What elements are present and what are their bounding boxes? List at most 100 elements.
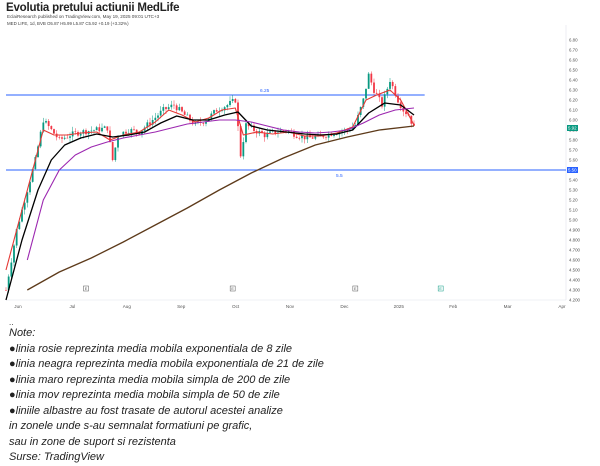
note-line: in zonele unde s-au semnalat formatiuni … — [9, 420, 253, 432]
note-line: Note: — [9, 327, 36, 339]
candle-body — [311, 137, 314, 139]
x-tick-label: Feb — [449, 304, 457, 309]
y-tick-label: 5.80 — [569, 138, 578, 143]
candle-body — [261, 131, 263, 134]
support-label: 5.5 — [336, 173, 343, 179]
candle-body — [242, 142, 245, 157]
candle-body — [82, 130, 85, 134]
candle-body — [367, 73, 370, 89]
candle-body — [391, 81, 394, 87]
candle-body — [117, 136, 119, 148]
candle-body — [167, 107, 170, 110]
candle-body — [146, 122, 149, 128]
note-line: Surse: TradingView — [9, 451, 104, 463]
y-tick-label: 6.50 — [569, 68, 578, 73]
earnings-marker-label: E — [85, 287, 88, 291]
candle-body — [263, 133, 266, 138]
candle-body — [285, 130, 287, 132]
candle-body — [293, 131, 295, 137]
candle-body — [298, 137, 301, 139]
candle-body — [159, 110, 162, 116]
candle-body — [7, 276, 10, 291]
note-line: ●liniile albastre au fost trasate de aut… — [9, 404, 283, 417]
candle-body — [178, 107, 181, 111]
candle-body — [378, 93, 381, 98]
candle-body — [18, 221, 21, 230]
note-line: sau in zone de suport si rezistenta — [9, 435, 176, 448]
candle-body — [365, 88, 367, 99]
y-tick-label: 6.10 — [569, 108, 578, 113]
candle-body — [402, 107, 405, 112]
candle-body — [157, 115, 159, 118]
candle-body — [245, 123, 247, 143]
candle-body — [58, 137, 61, 138]
y-tick-label: 4.300 — [569, 288, 581, 293]
candle-body — [269, 131, 271, 133]
candle-body — [23, 202, 26, 210]
candle-body — [133, 129, 135, 130]
earnings-marker — [83, 285, 89, 292]
candle-body — [63, 137, 66, 139]
candle-body — [322, 135, 325, 138]
candle-body — [191, 120, 194, 125]
y-tick-label: 6.30 — [569, 88, 578, 93]
candle-body — [231, 98, 234, 102]
x-tick-label: 2025 — [394, 304, 405, 309]
candle-body — [186, 114, 189, 116]
candle-body — [10, 262, 13, 277]
candle-body — [375, 92, 378, 94]
candle-body — [239, 126, 242, 157]
candle-body — [135, 129, 138, 133]
candle-body — [61, 137, 63, 139]
candle-body — [303, 135, 306, 140]
notes-dots: .. — [9, 318, 14, 327]
note-line: ●linia rosie reprezinta media mobila exp… — [9, 342, 293, 355]
candle-body — [274, 130, 277, 134]
candle-body — [79, 133, 82, 136]
candle-body — [111, 142, 114, 161]
y-tick-label: 4.400 — [569, 278, 581, 283]
candle-body — [397, 95, 399, 103]
candle-body — [122, 131, 125, 136]
candle-body — [221, 110, 223, 111]
candle-body — [189, 114, 191, 121]
current-price-tag — [567, 125, 578, 131]
ema21-line — [5, 102, 415, 301]
candle-body — [95, 127, 98, 131]
candle-body — [253, 125, 255, 131]
candle-body — [66, 137, 69, 139]
candle-body — [90, 130, 93, 132]
earnings-marker — [352, 285, 359, 292]
y-tick-label: 4.700 — [569, 248, 581, 253]
candle-body — [181, 107, 183, 112]
candle-body — [234, 98, 237, 103]
candle-body — [31, 168, 34, 182]
candle-body — [130, 129, 133, 133]
price-chart: 6.806.706.606.506.406.306.206.106.005.90… — [5, 25, 581, 309]
candle-body — [373, 82, 375, 93]
sma50-line — [26, 107, 415, 261]
candle-body — [125, 131, 127, 134]
candle-body — [93, 130, 95, 131]
earnings-marker — [229, 285, 236, 292]
y-tick-label: 5.40 — [569, 178, 578, 183]
x-tick-label: Jun — [14, 304, 22, 309]
candle-body — [5, 290, 7, 291]
earnings-marker — [437, 285, 444, 292]
candle-body — [266, 132, 269, 138]
candle-body — [114, 147, 117, 161]
y-tick-label: 6.60 — [569, 58, 578, 63]
candle-body — [101, 127, 103, 132]
candle-body — [223, 107, 226, 111]
earnings-marker-label: E — [231, 287, 234, 291]
candle-body — [34, 157, 37, 169]
candle-body — [47, 121, 50, 127]
candle-body — [162, 107, 165, 111]
candle-body — [15, 229, 18, 246]
candle-body — [215, 110, 218, 112]
earnings-marker-label: E — [439, 287, 442, 291]
y-tick-label: 5.30 — [569, 188, 578, 193]
y-tick-label: 4.900 — [569, 228, 581, 233]
candle-body — [333, 134, 335, 136]
candle-body — [226, 105, 229, 108]
